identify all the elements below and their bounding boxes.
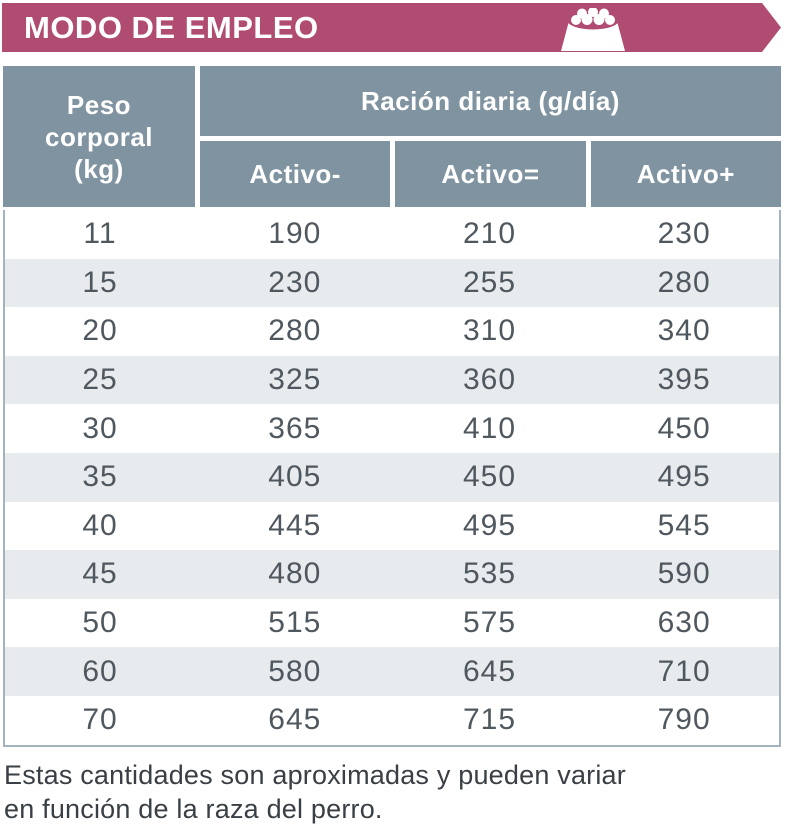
table-cell: 495 [462,508,517,542]
table-cell: 410 [462,411,517,445]
table-row: 35 405 450 495 [5,452,779,502]
table-cell: 395 [657,363,711,397]
table-cell: 360 [462,363,517,397]
table-row: 70 645 715 790 [5,695,779,745]
table-cell: 645 [462,654,517,688]
table-cell: 365 [268,411,322,445]
table-cell: 40 [82,508,118,542]
table-cell: 715 [462,703,517,737]
table-cell: 450 [657,411,711,445]
table-cell: 710 [657,654,711,688]
page-title: MODO DE EMPLEO [24,10,319,45]
table-cell: 70 [82,703,118,737]
table-cell: 230 [268,265,322,299]
table-cell: 280 [657,265,711,299]
footnote-text: Estas cantidades son aproximadas y puede… [4,760,626,824]
feeding-table: Peso corporal (kg) Ración diaria (g/día)… [3,66,781,747]
table-cell: 790 [657,703,711,737]
table-row: 20 280 310 340 [5,307,779,356]
table-row: 40 445 495 545 [5,501,779,551]
column-header-body-weight: Peso corporal (kg) [3,66,195,207]
table-cell: 645 [268,703,322,737]
table-row: 30 365 410 450 [5,404,779,453]
column-header-activo-equal: Activo= [395,141,586,207]
table-cell: 515 [268,606,322,640]
table-cell: 545 [657,508,711,542]
table-cell: 480 [268,557,322,591]
table-cell: 11 [83,217,117,251]
table-cell: 15 [82,265,118,299]
table-cell: 230 [657,217,711,251]
table-row: 45 480 535 590 [5,550,779,599]
table-cell: 255 [462,265,517,299]
feeding-table-header: Peso corporal (kg) Ración diaria (g/día)… [3,66,781,207]
table-cell: 25 [82,363,118,397]
table-cell: 405 [268,460,322,494]
table-cell: 280 [268,314,322,348]
table-cell: 50 [82,606,118,640]
table-cell: 445 [268,508,322,542]
table-cell: 35 [82,460,118,494]
table-cell: 575 [462,606,517,640]
table-cell: 20 [82,314,118,348]
table-cell: 630 [657,606,711,640]
table-cell: 590 [657,557,711,591]
column-header-activo-minus: Activo- [200,141,391,207]
column-header-activo-plus: Activo+ [590,141,781,207]
feeding-table-body: 11 190 210 230 15 230 255 280 20 280 310 340 25 325 36… [3,210,781,747]
table-row: 25 325 360 395 [5,355,779,405]
table-row: 50 515 575 630 [5,598,779,648]
table-cell: 30 [82,411,118,445]
table-row: 15 230 255 280 [5,258,779,308]
table-row: 11 190 210 230 [5,210,779,259]
table-cell: 325 [268,363,322,397]
table-cell: 210 [462,217,517,251]
food-bowl-icon [561,8,625,51]
table-cell: 190 [268,217,322,251]
section-header-banner: MODO DE EMPLEO [2,3,781,52]
table-cell: 495 [657,460,711,494]
table-cell: 60 [82,654,118,688]
table-cell: 535 [462,557,517,591]
table-cell: 310 [462,314,517,348]
table-cell: 45 [82,557,118,591]
table-cell: 450 [462,460,517,494]
table-row: 60 580 645 710 [5,647,779,696]
table-cell: 580 [268,654,322,688]
table-cell: 340 [657,314,711,348]
column-group-header-daily-ration: Ración diaria (g/día) [200,66,781,136]
